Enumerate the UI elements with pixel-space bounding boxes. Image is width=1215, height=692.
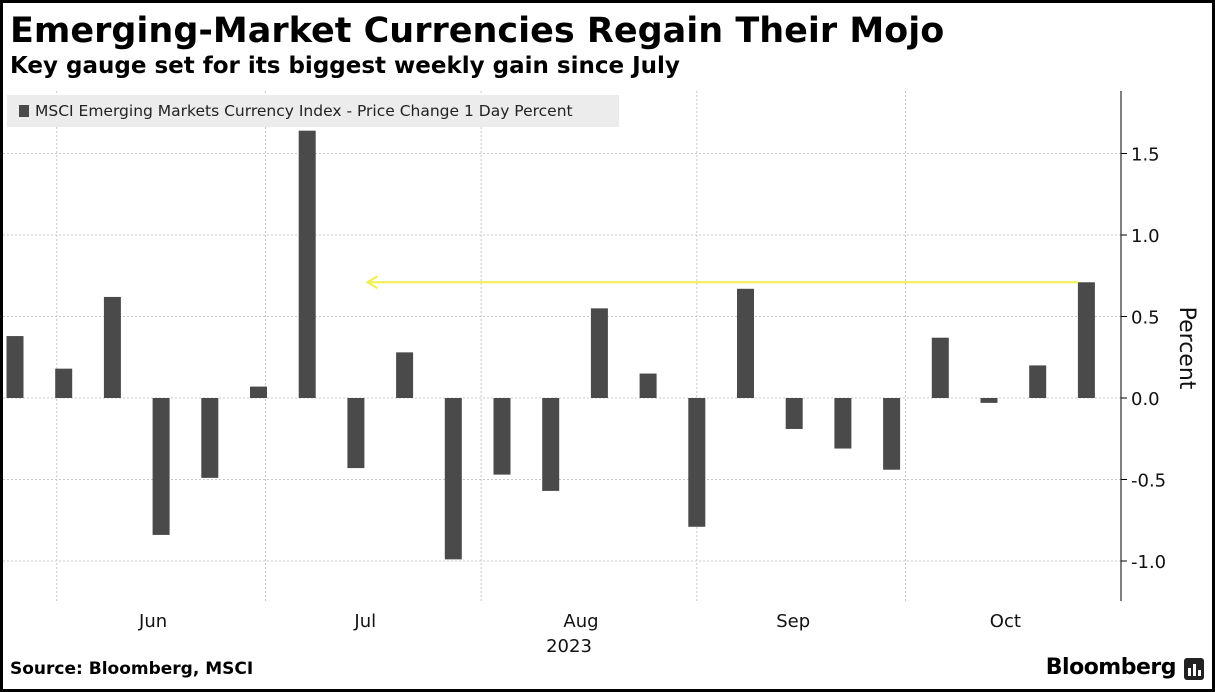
bar [298,130,316,398]
y-tick-label: -1.0 [1131,552,1166,573]
bar [785,398,803,429]
bar [250,386,267,398]
bar [688,398,706,527]
legend: MSCI Emerging Markets Currency Index - P… [7,95,619,127]
bar [980,398,998,403]
bar [931,337,949,398]
bar [590,308,608,398]
bar [152,398,170,535]
y-tick-label: 0.5 [1131,308,1160,329]
legend-label: MSCI Emerging Markets Currency Index - P… [35,102,573,120]
x-tick-label: Oct [990,611,1021,632]
bar [201,398,219,478]
bar [639,373,657,398]
y-tick-label: 1.0 [1131,226,1160,247]
bar [1077,282,1095,398]
bar [883,398,901,470]
bar [6,336,24,398]
bar [542,398,560,491]
bar [444,398,462,560]
bar [55,368,73,398]
y-tick-label: 0.0 [1131,389,1160,410]
x-tick-label: Aug [563,611,598,632]
bar [347,398,365,469]
x-tick-label: Sep [776,611,810,632]
bar [737,288,754,398]
bar [834,398,852,449]
chart-frame: Emerging-Market Currencies Regain Their … [3,3,1212,689]
bloomberg-bars-icon [1184,658,1204,680]
x-tick-label: Jun [138,611,167,632]
x-tick-label: Jul [353,611,376,632]
annotation-arrowhead [365,275,378,290]
bloomberg-logo: Bloomberg [1045,655,1177,680]
chart-title: Emerging-Market Currencies Regain Their … [10,11,945,51]
y-tick-label: 1.5 [1131,145,1160,166]
source-note: Source: Bloomberg, MSCI [10,659,254,679]
y-tick-label: -0.5 [1131,471,1166,492]
y-axis-title: Percent [1174,307,1199,390]
x-year-label: 2023 [546,636,592,657]
bar [493,398,511,475]
bar [396,352,414,398]
chart-subtitle: Key gauge set for its biggest weekly gai… [10,53,680,79]
legend-swatch [19,105,29,117]
bar [1029,365,1047,398]
bar [103,296,121,398]
chart-plot: 1.5 1.0 0.5 0.0 -0.5 -1.0 Jun Jul Aug Sep Oct 2023 P… [3,91,1199,657]
